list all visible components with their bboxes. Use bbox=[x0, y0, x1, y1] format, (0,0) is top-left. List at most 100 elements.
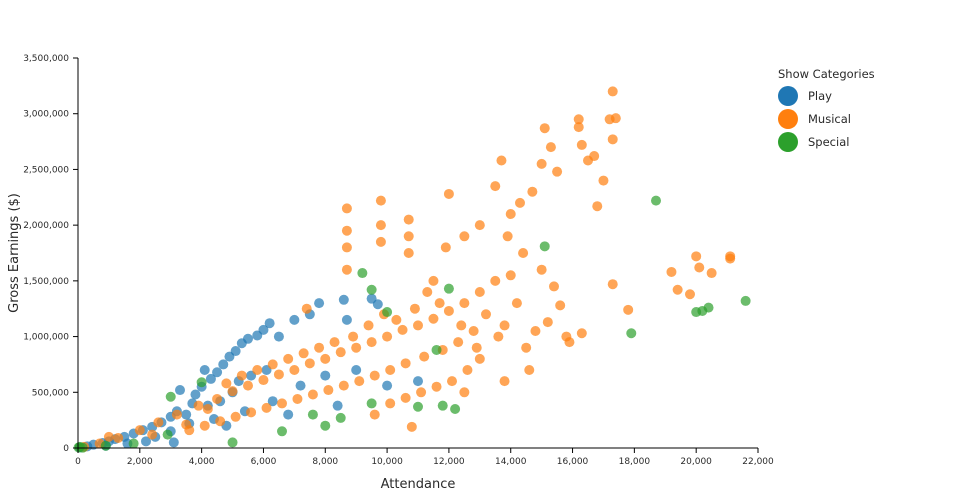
data-point-special[interactable] bbox=[196, 377, 207, 388]
data-point-special[interactable] bbox=[651, 195, 661, 206]
data-point-musical[interactable] bbox=[366, 337, 377, 348]
data-point-musical[interactable] bbox=[351, 342, 362, 353]
data-point-special[interactable] bbox=[443, 283, 454, 294]
data-point-musical[interactable] bbox=[289, 365, 300, 375]
data-point-special[interactable] bbox=[165, 391, 176, 402]
data-point-play[interactable] bbox=[289, 314, 300, 325]
data-point-musical[interactable] bbox=[490, 181, 501, 192]
data-point-musical[interactable] bbox=[539, 123, 550, 134]
data-point-musical[interactable] bbox=[459, 298, 470, 309]
data-point-musical[interactable] bbox=[598, 175, 609, 186]
data-point-musical[interactable] bbox=[391, 314, 402, 325]
legend-item-musical[interactable]: Musical bbox=[778, 109, 851, 129]
data-point-musical[interactable] bbox=[341, 225, 352, 236]
data-point-musical[interactable] bbox=[573, 114, 584, 125]
data-point-musical[interactable] bbox=[511, 298, 522, 309]
legend-item-play[interactable]: Play bbox=[778, 86, 832, 106]
data-point-musical[interactable] bbox=[369, 409, 380, 420]
data-point-musical[interactable] bbox=[607, 134, 618, 145]
data-point-musical[interactable] bbox=[462, 365, 473, 375]
data-point-play[interactable] bbox=[338, 294, 349, 305]
data-point-musical[interactable] bbox=[493, 331, 504, 342]
data-point-musical[interactable] bbox=[542, 317, 553, 328]
data-point-musical[interactable] bbox=[397, 324, 408, 335]
data-point-play[interactable] bbox=[199, 365, 210, 375]
data-point-musical[interactable] bbox=[243, 380, 253, 391]
data-point-special[interactable] bbox=[437, 400, 448, 411]
data-point-play[interactable] bbox=[267, 396, 278, 407]
data-point-play[interactable] bbox=[273, 331, 284, 342]
data-point-musical[interactable] bbox=[335, 347, 346, 358]
data-point-musical[interactable] bbox=[341, 203, 352, 214]
data-point-special[interactable] bbox=[703, 302, 714, 313]
data-point-musical[interactable] bbox=[443, 305, 454, 316]
data-point-musical[interactable] bbox=[230, 411, 241, 422]
data-point-musical[interactable] bbox=[691, 251, 702, 262]
data-point-musical[interactable] bbox=[416, 387, 427, 398]
data-point-musical[interactable] bbox=[545, 142, 556, 153]
data-point-musical[interactable] bbox=[329, 337, 340, 348]
data-point-musical[interactable] bbox=[171, 409, 182, 420]
data-point-musical[interactable] bbox=[385, 398, 396, 409]
data-point-musical[interactable] bbox=[400, 358, 411, 369]
data-point-musical[interactable] bbox=[527, 186, 538, 197]
data-point-musical[interactable] bbox=[589, 151, 600, 162]
data-point-musical[interactable] bbox=[273, 369, 284, 380]
data-point-musical[interactable] bbox=[623, 304, 634, 315]
data-point-musical[interactable] bbox=[227, 386, 238, 397]
data-point-musical[interactable] bbox=[499, 320, 510, 331]
data-point-special[interactable] bbox=[335, 412, 346, 423]
data-point-musical[interactable] bbox=[341, 242, 352, 253]
data-point-musical[interactable] bbox=[413, 320, 423, 331]
data-point-musical[interactable] bbox=[530, 326, 541, 336]
data-point-musical[interactable] bbox=[456, 320, 467, 331]
data-point-musical[interactable] bbox=[375, 195, 386, 206]
data-point-musical[interactable] bbox=[536, 158, 547, 169]
data-point-play[interactable] bbox=[243, 333, 253, 344]
data-point-musical[interactable] bbox=[323, 385, 334, 396]
data-point-musical[interactable] bbox=[474, 353, 485, 364]
data-point-special[interactable] bbox=[162, 429, 173, 440]
data-point-play[interactable] bbox=[212, 367, 223, 378]
data-point-musical[interactable] bbox=[518, 248, 529, 258]
data-point-play[interactable] bbox=[190, 389, 201, 400]
data-point-musical[interactable] bbox=[434, 298, 445, 309]
data-point-musical[interactable] bbox=[505, 209, 516, 219]
data-point-musical[interactable] bbox=[468, 326, 479, 336]
data-point-musical[interactable] bbox=[181, 419, 192, 430]
data-point-musical[interactable] bbox=[267, 359, 278, 370]
data-point-musical[interactable] bbox=[338, 380, 349, 391]
data-point-musical[interactable] bbox=[515, 197, 525, 208]
data-point-special[interactable] bbox=[277, 426, 287, 437]
data-point-musical[interactable] bbox=[672, 284, 683, 295]
data-point-musical[interactable] bbox=[610, 113, 621, 124]
data-point-musical[interactable] bbox=[307, 389, 318, 400]
data-point-musical[interactable] bbox=[348, 331, 359, 342]
data-point-musical[interactable] bbox=[453, 337, 464, 348]
data-point-musical[interactable] bbox=[490, 275, 501, 286]
data-point-musical[interactable] bbox=[459, 231, 470, 242]
data-point-musical[interactable] bbox=[301, 303, 312, 314]
data-point-musical[interactable] bbox=[549, 281, 559, 292]
data-point-special[interactable] bbox=[539, 241, 550, 252]
data-point-musical[interactable] bbox=[236, 370, 247, 381]
data-point-musical[interactable] bbox=[134, 425, 145, 436]
data-point-musical[interactable] bbox=[363, 320, 374, 331]
data-point-musical[interactable] bbox=[304, 358, 315, 369]
data-point-special[interactable] bbox=[450, 404, 461, 414]
data-point-play[interactable] bbox=[218, 359, 229, 370]
data-point-play[interactable] bbox=[320, 370, 331, 381]
data-point-musical[interactable] bbox=[481, 309, 491, 320]
data-point-special[interactable] bbox=[320, 420, 331, 431]
data-point-musical[interactable] bbox=[113, 432, 124, 443]
data-point-special[interactable] bbox=[366, 284, 377, 295]
data-point-special[interactable] bbox=[128, 438, 139, 449]
data-point-musical[interactable] bbox=[440, 242, 451, 253]
data-point-musical[interactable] bbox=[292, 393, 303, 404]
data-point-play[interactable] bbox=[283, 409, 294, 420]
data-point-musical[interactable] bbox=[431, 381, 442, 392]
data-point-musical[interactable] bbox=[375, 236, 386, 247]
data-point-musical[interactable] bbox=[403, 214, 414, 225]
data-point-play[interactable] bbox=[413, 376, 423, 387]
data-point-musical[interactable] bbox=[320, 353, 331, 364]
